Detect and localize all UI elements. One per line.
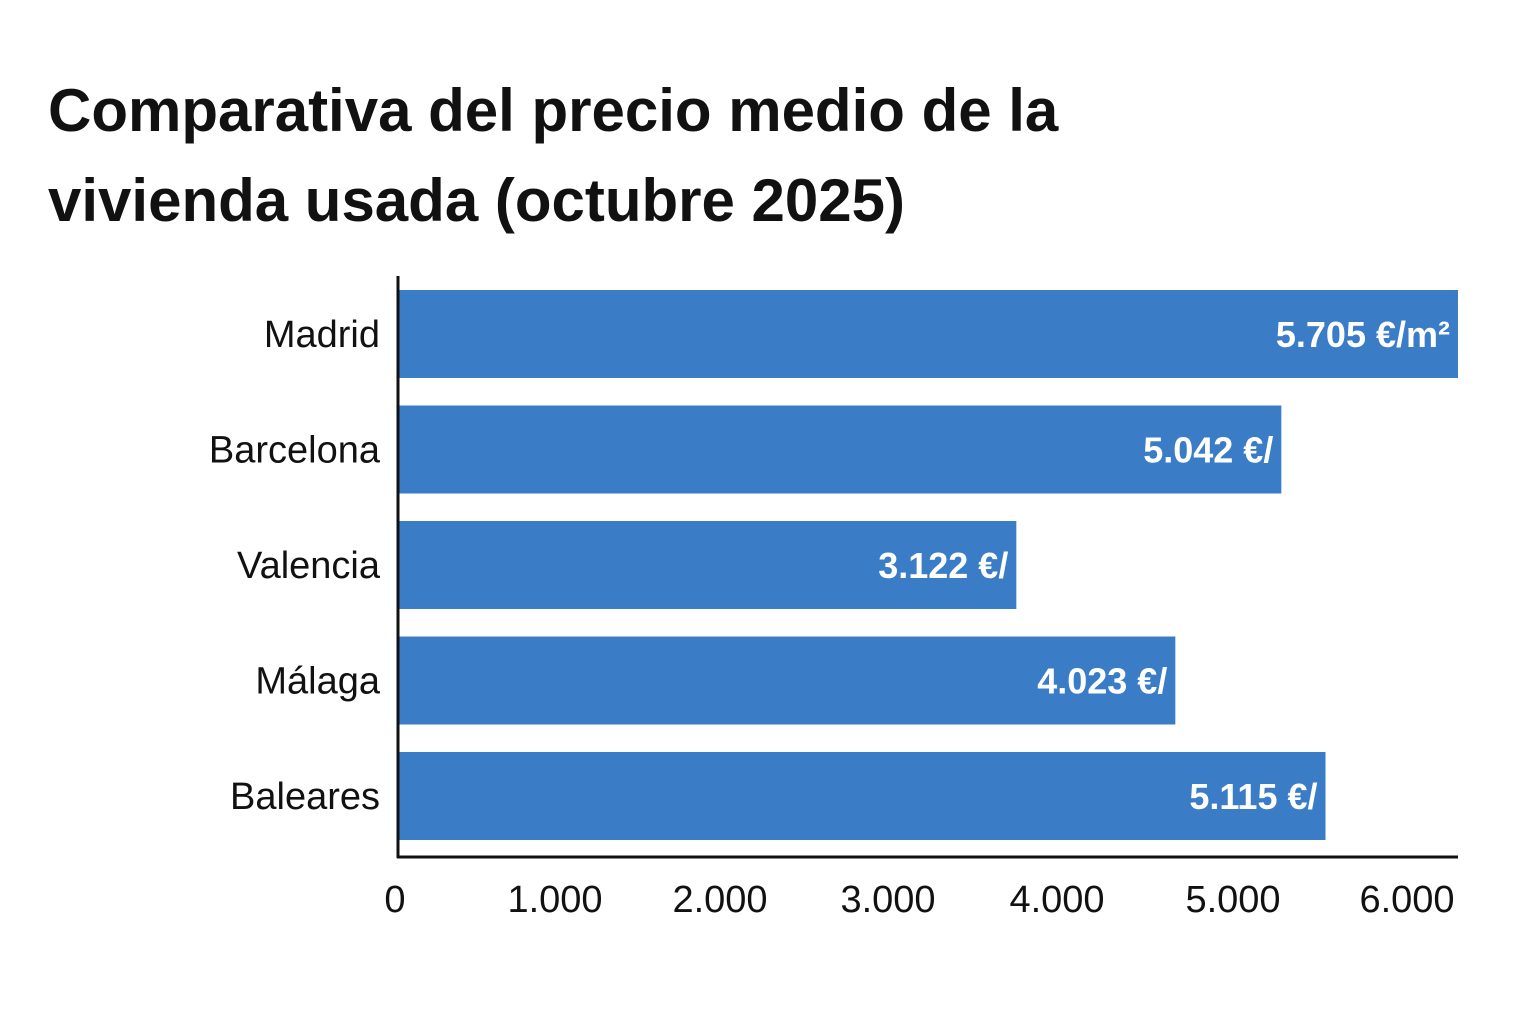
category-label: Madrid [264,314,380,356]
category-label: Valencia [237,545,381,587]
x-tick-label: 6.000 [1359,879,1454,921]
category-labels: Madrid Barcelona Valencia Málaga Baleares [209,314,381,818]
x-tick-label: 4.000 [1009,879,1104,921]
data-label: 3.122 €/ [878,545,1008,586]
data-label: 4.023 €/ [1037,661,1167,702]
bar-barcelona [398,405,1282,494]
data-label: 5.115 €/ [1189,776,1317,817]
category-label: Málaga [255,661,380,703]
data-label: 5.042 €/ [1143,430,1273,471]
x-tick-label: 3.000 [840,879,935,921]
chart-title-line-2: vivienda usada (octubre 2025) [48,167,905,234]
chart-title: Comparativa del precio medio de la vivie… [48,66,1348,246]
bar-baleares [398,752,1326,840]
category-label: Baleares [230,776,380,818]
chart-title-line-1: Comparativa del precio medio de la [48,77,1059,144]
x-tick-labels: 0 1.000 2.000 3.000 4.000 5.000 6.000 [384,879,1454,921]
x-tick-label: 1.000 [507,879,602,921]
bar-madrid [398,290,1458,378]
bars-group: 5.705 €/m² 5.042 €/ 3.122 €/ 4.023 €/ 5.115 … [398,290,1458,840]
x-tick-label: 5.000 [1185,879,1280,921]
x-tick-label: 0 [384,879,405,921]
bar-malaga [398,636,1176,725]
bar-valencia [398,521,1017,609]
category-label: Barcelona [209,430,381,472]
data-label: 5.705 €/m² [1276,314,1450,355]
x-tick-label: 2.000 [672,879,767,921]
